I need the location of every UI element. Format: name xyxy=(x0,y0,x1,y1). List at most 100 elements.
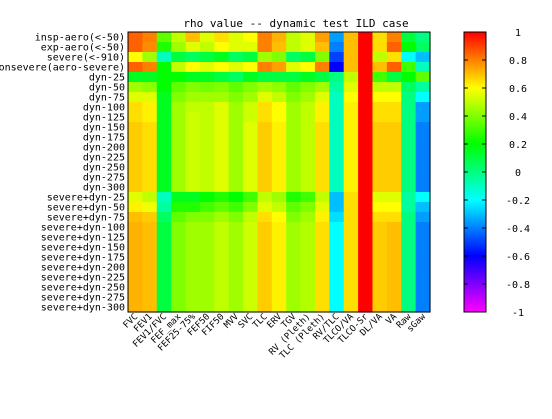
heatmap-cell xyxy=(300,262,316,273)
heatmap-cell xyxy=(199,252,215,263)
heatmap-cell xyxy=(171,92,187,103)
heatmap-cell xyxy=(271,252,287,263)
heatmap-cell xyxy=(415,152,431,163)
heatmap-cell xyxy=(329,182,345,193)
heatmap-cell xyxy=(228,272,244,283)
colorbar-tick-label: 0.8 xyxy=(509,56,527,67)
heatmap-cell xyxy=(199,162,215,173)
heatmap-cell xyxy=(142,72,158,83)
heatmap-cell xyxy=(199,242,215,253)
heatmap-cell xyxy=(185,92,201,103)
heatmap-cell xyxy=(243,62,259,73)
heatmap-cell xyxy=(300,272,316,283)
heatmap-cell xyxy=(185,252,201,263)
heatmap-cell xyxy=(358,52,374,63)
heatmap-cell xyxy=(386,52,402,63)
heatmap-cell xyxy=(257,212,273,223)
heatmap-cell xyxy=(415,212,431,223)
heatmap-cell xyxy=(329,92,345,103)
heatmap-cell xyxy=(314,262,330,273)
y-tick-label: insp-aero(<-50) xyxy=(35,33,125,44)
heatmap-cell xyxy=(128,112,143,123)
heatmap-cell xyxy=(156,122,172,133)
heatmap-cell xyxy=(401,292,417,303)
heatmap-cell xyxy=(228,222,244,233)
heatmap-cell xyxy=(415,242,431,253)
heatmap-cell xyxy=(156,212,172,223)
heatmap-cell xyxy=(401,52,417,63)
heatmap-cell xyxy=(142,112,158,123)
heatmap-cell xyxy=(358,142,374,153)
heatmap-cell xyxy=(243,232,259,243)
heatmap-cell xyxy=(358,232,374,243)
y-tick-label: severe+dyn-300 xyxy=(41,303,125,314)
heatmap-cell xyxy=(171,102,187,113)
heatmap-cell xyxy=(314,202,330,213)
heatmap-cell xyxy=(156,92,172,103)
heatmap-cell xyxy=(314,132,330,143)
heatmap-cell xyxy=(171,142,187,153)
heatmap-cell xyxy=(257,42,273,53)
heatmap-cell xyxy=(199,272,215,283)
heatmap-cell xyxy=(128,262,143,273)
heatmap-cell xyxy=(271,82,287,93)
heatmap-cell xyxy=(372,212,388,223)
heatmap-cell xyxy=(142,102,158,113)
colorbar-tick-label: -1 xyxy=(512,308,524,319)
heatmap-cell xyxy=(372,42,388,53)
heatmap-cell xyxy=(401,272,417,283)
heatmap-cell xyxy=(271,222,287,233)
heatmap-cell xyxy=(286,252,302,263)
heatmap-cell xyxy=(358,112,374,123)
heatmap-cell xyxy=(401,262,417,273)
heatmap-cell xyxy=(329,82,345,93)
heatmap-cell xyxy=(372,232,388,243)
heatmap-cell xyxy=(271,202,287,213)
heatmap-cell xyxy=(300,242,316,253)
heatmap-cell xyxy=(300,112,316,123)
heatmap-cell xyxy=(271,92,287,103)
heatmap-cell xyxy=(171,162,187,173)
heatmap-cell xyxy=(257,102,273,113)
heatmap-cell xyxy=(343,202,359,213)
heatmap-cell xyxy=(243,142,259,153)
heatmap-cell xyxy=(228,82,244,93)
heatmap-cell xyxy=(228,182,244,193)
heatmap-cell xyxy=(214,112,230,123)
heatmap-cell xyxy=(243,212,259,223)
heatmap-cell xyxy=(329,72,345,83)
heatmap-cell xyxy=(214,252,230,263)
y-tick-label: dyn-275 xyxy=(83,173,125,184)
heatmap-cell xyxy=(199,82,215,93)
heatmap-cell xyxy=(386,172,402,183)
heatmap-cell xyxy=(358,32,374,43)
heatmap-cells xyxy=(128,32,431,313)
heatmap-cell xyxy=(142,122,158,133)
y-tick-label: dyn-25 xyxy=(89,73,125,84)
heatmap-cell xyxy=(156,272,172,283)
heatmap-cell xyxy=(401,172,417,183)
heatmap-cell xyxy=(314,192,330,203)
heatmap-cell xyxy=(415,202,431,213)
y-tick-label: dyn-50 xyxy=(89,83,125,94)
heatmap-cell xyxy=(228,72,244,83)
heatmap-cell xyxy=(228,232,244,243)
heatmap-cell xyxy=(128,192,143,203)
heatmap-cell xyxy=(372,112,388,123)
heatmap-cell xyxy=(415,192,431,203)
heatmap-cell xyxy=(386,62,402,73)
heatmap-cell xyxy=(243,122,259,133)
heatmap-cell xyxy=(300,162,316,173)
heatmap-cell xyxy=(185,62,201,73)
heatmap-cell xyxy=(128,102,143,113)
heatmap-cell xyxy=(343,292,359,303)
heatmap-cell xyxy=(228,62,244,73)
heatmap-cell xyxy=(329,252,345,263)
heatmap-cell xyxy=(314,162,330,173)
heatmap-cell xyxy=(372,292,388,303)
heatmap-cell xyxy=(358,302,374,313)
heatmap-cell xyxy=(286,82,302,93)
heatmap-cell xyxy=(128,82,143,93)
heatmap-cell xyxy=(271,182,287,193)
heatmap-cell xyxy=(343,52,359,63)
